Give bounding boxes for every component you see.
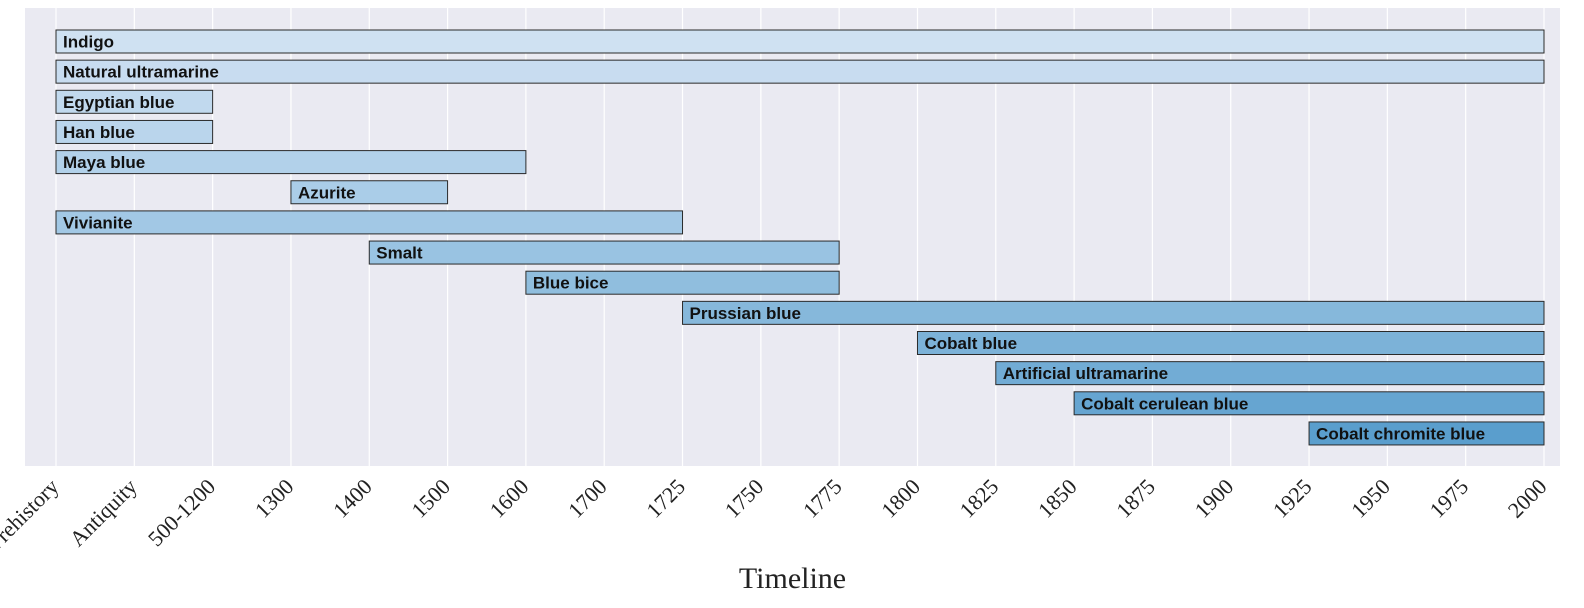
x-tick-label: 1850 [1033,474,1082,523]
x-tick-label: 1775 [798,474,847,523]
bar-label: Blue bice [533,274,609,293]
bar-group: Indigo [55,29,1545,54]
bar-group: Egyptian blue [55,89,214,114]
bar-label: Indigo [63,33,114,52]
bar-group: Cobalt blue [916,331,1545,355]
bar [1308,421,1545,446]
bar-group: Prussian blue [682,300,1545,325]
bar-label: Azurite [298,183,356,202]
bar-label: Han blue [63,123,135,142]
bar [916,331,1545,355]
bar-label: Prussian blue [690,304,801,323]
bar [55,59,1545,84]
x-tick-label: 1750 [720,474,769,523]
x-tick-label: 1700 [563,474,612,523]
x-tick-label: 1800 [876,474,925,523]
x-tick-label: 1500 [406,474,455,523]
bar-label: Egyptian blue [63,93,174,112]
x-tick-label: 1875 [1111,474,1160,523]
x-tick-label: 1900 [1189,474,1238,523]
x-tick-label: 2000 [1503,474,1552,523]
bar-group: Maya blue [55,150,527,175]
bar [55,210,684,235]
x-tick-label: 1950 [1346,474,1395,523]
x-tick-label: Prehistory [0,474,64,556]
bar-label: Artificial ultramarine [1003,364,1168,383]
bar-label: Cobalt chromite blue [1316,424,1485,443]
x-tick-label: 1825 [955,474,1004,523]
bar [55,150,527,175]
bar-label: Vivianite [63,213,133,232]
x-tick-labels: Prehistory Antiquity 500-1200 1300 1400 1500 1… [0,474,1552,556]
bar [368,240,840,265]
plot-area [25,8,1560,466]
bar-group: Cobalt cerulean blue [1073,391,1545,416]
x-tick-label: 1975 [1424,474,1473,523]
bar-label: Smalt [376,244,423,263]
x-tick-label: Antiquity [65,474,142,551]
bar-group: Vivianite [55,210,684,235]
bar-group: Cobalt chromite blue [1308,421,1545,446]
bar [1073,391,1545,416]
bar-group: Blue bice [525,270,840,295]
bar [290,180,449,205]
x-tick-label: 1400 [328,474,377,523]
bar-label: Cobalt cerulean blue [1081,394,1248,413]
bar [55,119,214,144]
x-axis-label: Timeline [739,562,846,595]
bar-group: Smalt [368,240,840,265]
bar-group: Natural ultramarine [55,59,1545,84]
bars-group: Indigo Natural ultramarine Egyptian blue Ha… [55,29,1545,446]
bar [682,300,1545,325]
bar [55,89,214,114]
x-tick-label: 1600 [485,474,534,523]
x-tick-label: 1925 [1268,474,1317,523]
x-tick-label: 1725 [641,474,690,523]
x-tick-label: 1300 [250,474,299,523]
bar-label: Cobalt blue [924,334,1017,353]
bar-group: Han blue [55,119,214,144]
bar-label: Maya blue [63,153,145,172]
bar [995,361,1545,386]
grid-lines [55,8,1545,466]
bar [525,270,840,295]
bar [55,29,1545,54]
x-tick-label: 500-1200 [143,474,220,551]
bar-group: Azurite [290,180,449,205]
bar-label: Natural ultramarine [63,63,219,82]
bar-group: Artificial ultramarine [995,361,1545,386]
